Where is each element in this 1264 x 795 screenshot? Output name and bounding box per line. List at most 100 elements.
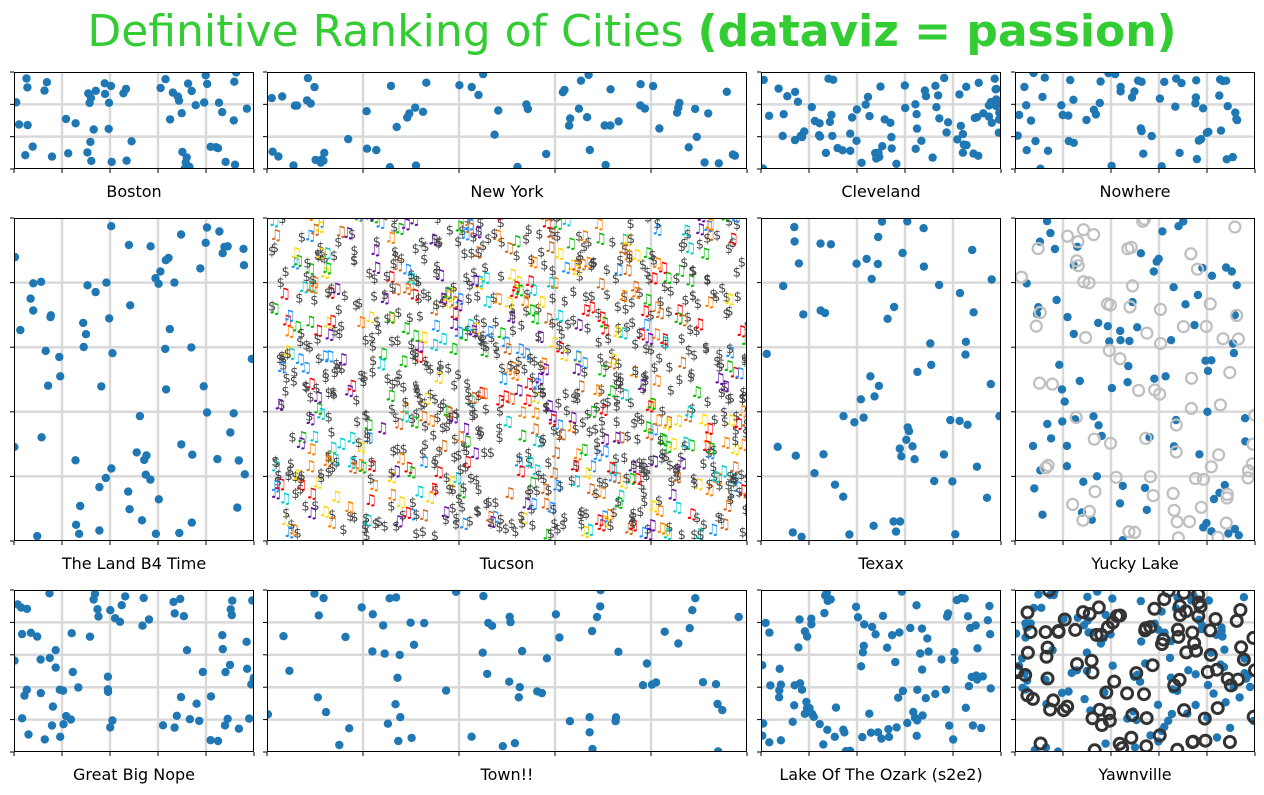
dollar-mark: $ bbox=[449, 483, 457, 498]
dollar-mark: $ bbox=[355, 436, 363, 451]
data-point bbox=[100, 79, 109, 88]
note-mark: ♫ bbox=[483, 508, 496, 526]
data-point bbox=[1231, 108, 1240, 117]
note-mark: ♫ bbox=[384, 387, 397, 405]
dollar-mark: $ bbox=[388, 335, 396, 350]
dollar-mark: $ bbox=[678, 332, 686, 347]
dollar-mark: $ bbox=[362, 512, 370, 527]
dollar-mark: $ bbox=[401, 396, 409, 411]
data-point bbox=[22, 685, 31, 694]
dollar-mark: $ bbox=[520, 362, 528, 377]
data-point bbox=[451, 590, 461, 596]
data-point bbox=[863, 92, 873, 102]
dollar-mark: $ bbox=[369, 365, 377, 380]
dollar-mark: $ bbox=[599, 426, 607, 441]
dollar-mark: $ bbox=[553, 230, 561, 245]
note-mark: ♫ bbox=[542, 310, 555, 328]
note-mark: ♫ bbox=[598, 430, 611, 448]
dollar-mark: $ bbox=[473, 313, 481, 328]
data-point bbox=[674, 103, 683, 112]
data-point bbox=[838, 146, 847, 155]
note-mark: ♫ bbox=[628, 278, 641, 296]
dollar-mark: $ bbox=[622, 303, 630, 318]
data-point bbox=[1225, 723, 1235, 733]
data-point bbox=[963, 420, 972, 429]
data-point bbox=[819, 740, 828, 749]
note-mark: ♫ bbox=[518, 292, 531, 310]
dollar-mark: $ bbox=[524, 488, 532, 503]
note-mark: ♫ bbox=[278, 285, 291, 303]
note-mark: ♫ bbox=[478, 342, 491, 360]
note-mark: ♫ bbox=[477, 384, 490, 402]
ring-point bbox=[1069, 410, 1083, 424]
marks-lake-of-the-ozark-s2e2 bbox=[761, 590, 995, 752]
note-mark: ♫ bbox=[569, 472, 582, 490]
note-mark: ♫ bbox=[408, 286, 421, 304]
dollar-mark: $ bbox=[444, 362, 452, 377]
dollar-mark: $ bbox=[643, 463, 651, 478]
dollar-mark: $ bbox=[518, 517, 526, 532]
dollar-mark: $ bbox=[435, 235, 443, 250]
data-point bbox=[775, 664, 784, 673]
dollar-mark: $ bbox=[473, 504, 481, 519]
note-mark: ♫ bbox=[653, 304, 666, 322]
note-mark: ♫ bbox=[504, 390, 517, 408]
ring-point bbox=[1071, 235, 1085, 249]
dollar-mark: $ bbox=[485, 496, 493, 511]
tick-marks bbox=[263, 217, 748, 545]
data-point bbox=[897, 452, 906, 461]
note-mark: ♫ bbox=[343, 498, 356, 516]
dollar-mark: $ bbox=[588, 290, 596, 305]
dollar-mark: $ bbox=[522, 305, 530, 320]
note-mark: ♫ bbox=[311, 474, 324, 492]
dollar-mark: $ bbox=[445, 483, 453, 498]
note-mark: ♫ bbox=[463, 219, 476, 237]
dollar-mark: $ bbox=[549, 502, 557, 517]
note-mark: ♫ bbox=[364, 491, 377, 509]
note-mark: ♫ bbox=[441, 287, 454, 305]
data-point bbox=[940, 73, 949, 83]
dollar-mark: $ bbox=[277, 398, 285, 413]
dollar-mark: $ bbox=[638, 461, 646, 476]
note-mark: ♫ bbox=[352, 206, 365, 224]
dollar-mark: $ bbox=[421, 355, 429, 370]
marks-town bbox=[267, 590, 743, 752]
note-mark: ♫ bbox=[570, 360, 583, 378]
dollar-mark: $ bbox=[539, 432, 547, 447]
data-point bbox=[107, 464, 116, 473]
note-mark: ♫ bbox=[278, 489, 291, 507]
data-point bbox=[1118, 481, 1127, 491]
note-mark: ♫ bbox=[289, 244, 302, 262]
data-point bbox=[964, 681, 974, 691]
dollar-mark: $ bbox=[492, 315, 500, 330]
note-mark: ♫ bbox=[729, 207, 742, 225]
dollar-mark: $ bbox=[361, 370, 369, 385]
data-point bbox=[517, 646, 527, 656]
data-point bbox=[1046, 228, 1055, 238]
dollar-mark: $ bbox=[306, 340, 314, 355]
dollar-mark: $ bbox=[473, 290, 481, 305]
note-mark: ♫ bbox=[279, 511, 292, 529]
data-point bbox=[1124, 361, 1133, 371]
dollar-mark: $ bbox=[413, 382, 421, 397]
dollar-mark: $ bbox=[467, 472, 475, 487]
data-point bbox=[306, 99, 315, 108]
dollar-mark: $ bbox=[685, 343, 693, 358]
dollar-mark: $ bbox=[295, 292, 303, 307]
ring-point bbox=[1140, 326, 1154, 340]
note-mark: ♫ bbox=[362, 429, 375, 447]
data-point bbox=[956, 121, 965, 131]
dollar-mark: $ bbox=[742, 426, 750, 441]
note-mark: ♫ bbox=[509, 278, 522, 296]
data-point bbox=[1209, 689, 1218, 698]
data-point bbox=[106, 723, 115, 732]
note-mark: ♫ bbox=[506, 358, 519, 376]
data-point bbox=[935, 114, 944, 123]
note-mark: ♫ bbox=[650, 372, 663, 390]
data-point bbox=[943, 118, 953, 127]
data-point bbox=[138, 621, 147, 630]
ring-point bbox=[1041, 458, 1055, 473]
data-point bbox=[821, 148, 831, 158]
note-mark: ♫ bbox=[526, 495, 539, 513]
data-point bbox=[790, 237, 799, 246]
